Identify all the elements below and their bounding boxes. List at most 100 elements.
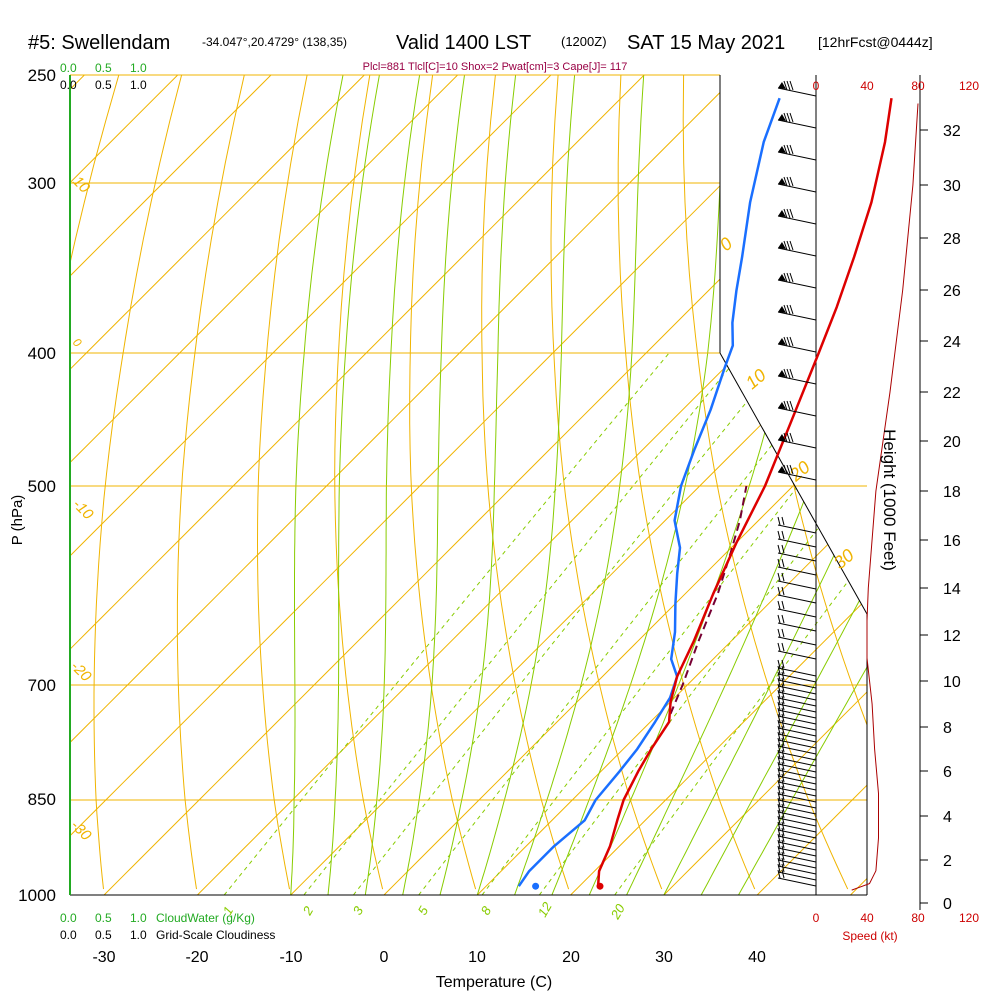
wind-barb-feather [783, 144, 788, 155]
wind-barb-feather [781, 695, 785, 705]
height-tick-label: 16 [943, 533, 961, 550]
wind-barb-staff [777, 805, 817, 815]
wind-barb-feather [786, 112, 791, 123]
wind-barb-feather [789, 272, 794, 283]
speed-tick-label: 40 [860, 911, 874, 925]
cloud-water-tick: 0.0 [60, 911, 77, 925]
wind-barb-feather [781, 785, 785, 795]
wind-barb-feather [789, 304, 794, 315]
isotherm-line [70, 75, 458, 895]
wind-barb-feather [781, 683, 785, 693]
dry-adiabat-label: 30 [830, 545, 858, 573]
moist-adiabat-line [663, 75, 867, 895]
wind-barb-feather [781, 516, 785, 526]
isotherm-line [663, 75, 867, 895]
wind-barb-staff [777, 865, 817, 875]
wind-barb-staff [777, 538, 817, 548]
moist-adiabat-line [588, 75, 821, 895]
cloud-water-tick: 1.0 [130, 911, 147, 925]
speed-tick-label: 0 [813, 911, 820, 925]
wind-barb-staff [777, 375, 817, 385]
wind-barb-feather [777, 695, 781, 705]
height-tick-label: 8 [943, 720, 952, 737]
wind-barb-staff [777, 215, 817, 225]
cloud-cover-tick: 1.0 [130, 78, 147, 92]
wind-barb-feather [783, 80, 788, 91]
wind-barb-staff [777, 524, 817, 534]
wind-barb-feather [777, 614, 781, 624]
height-tick-label: 6 [943, 764, 952, 781]
wind-barb-staff [777, 279, 817, 289]
height-tick-label: 24 [943, 334, 961, 351]
speed-tick-label: 120 [959, 79, 979, 93]
wind-barb-feather [777, 642, 781, 652]
wind-barb-staff [777, 715, 817, 725]
cloud-cover-tick: 0.0 [60, 78, 77, 92]
wind-barb-feather [789, 112, 794, 123]
wind-barb-feather [783, 304, 788, 315]
wind-barb-feather [781, 767, 785, 777]
temperature-line [596, 98, 893, 887]
isotherm-line [103, 75, 867, 895]
wind-barb-staff [777, 871, 817, 881]
wind-barb-feather [777, 683, 781, 693]
wind-barb-feather [777, 743, 781, 753]
wind-barb-staff [777, 183, 817, 193]
wind-barb-feather [781, 821, 785, 831]
wind-barb-feather [777, 572, 781, 582]
temperature-tick-label: 20 [562, 949, 580, 966]
wind-barb-feather [781, 719, 785, 729]
temperature-tick-label: 10 [468, 949, 486, 966]
isotherm-line [290, 75, 867, 895]
wind-barb-feather [777, 665, 781, 675]
wind-barb-feather [777, 809, 781, 819]
cloud-cover-tick: 0.0 [60, 928, 77, 942]
wind-barb-feather [777, 719, 781, 729]
wind-barb-feather [781, 530, 785, 540]
wind-barb-flag [778, 338, 786, 345]
cloud-cover-label: Grid-Scale Cloudiness [156, 928, 275, 942]
wind-barb-feather [777, 791, 781, 801]
wind-barb-feather [781, 761, 785, 771]
wind-barb-staff [777, 763, 817, 773]
mixing-ratio-label: 3 [350, 903, 367, 917]
pressure-tick-label: 250 [28, 66, 56, 85]
wind-barb-staff [777, 151, 817, 161]
wind-barb-feather [777, 707, 781, 717]
wind-barb-feather [786, 240, 791, 251]
wind-barb-staff [777, 811, 817, 821]
speed-tick-label: 80 [911, 79, 925, 93]
wind-barb-staff [777, 636, 817, 646]
wind-speed-profile [851, 103, 928, 904]
wind-barb-staff [777, 247, 817, 257]
wind-barb-feather [781, 797, 785, 807]
wind-barb-feather [783, 208, 788, 219]
wind-barb-feather [789, 336, 794, 347]
wind-barb-staff [777, 691, 817, 701]
wind-barb-flag [778, 402, 786, 409]
valid-date: SAT 15 May 2021 [627, 32, 785, 54]
wind-barb-feather [789, 208, 794, 219]
wind-barb-staff [777, 733, 817, 743]
wind-barb-feather [786, 432, 791, 443]
surface-dewpoint-dot [532, 882, 540, 890]
wind-barb-staff [777, 823, 817, 833]
dry-adiabat-label: 0 [716, 233, 737, 255]
wind-barb-feather [783, 464, 788, 475]
wind-barb-feather [786, 80, 791, 91]
wind-barb-staff [777, 775, 817, 785]
wind-barb-flag [778, 210, 786, 217]
dry-adiabat-line [481, 75, 570, 890]
wind-barb-feather [777, 558, 781, 568]
dry-adiabat-line [176, 75, 245, 890]
wind-barb-feather [781, 665, 785, 675]
wind-barb-feather [781, 689, 785, 699]
wind-barb-feather [777, 755, 781, 765]
wind-barb-staff [777, 847, 817, 857]
wind-barb-flag [778, 370, 786, 377]
wind-barb-staff [777, 757, 817, 767]
wind-barb-staff [777, 781, 817, 791]
wind-barb-feather [777, 821, 781, 831]
dry-adiabat-line [334, 75, 384, 890]
